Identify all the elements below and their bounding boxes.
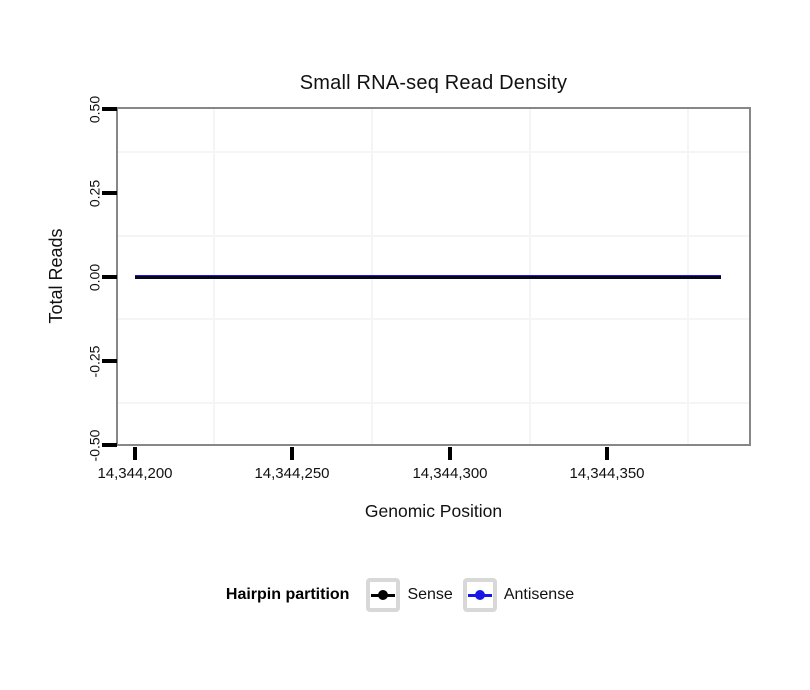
antisense-point-icon [474,590,485,600]
minor-gridline-horizontal [118,150,749,153]
legend-item-antisense: Antisense [462,578,575,612]
legend-label-antisense: Antisense [503,586,575,603]
y-axis-tick [102,359,117,363]
y-axis-title: Total Reads [46,228,66,324]
plot-panel [116,107,751,446]
legend-title: Hairpin partition [225,586,350,603]
legend-label-sense: Sense [407,586,453,603]
legend: Hairpin partition Sense Antisense [0,576,810,614]
y-axis-tick [102,191,117,195]
chart-title: Small RNA-seq Read Density [299,72,568,94]
sense-line-icon [371,590,396,600]
minor-gridline-horizontal [118,318,749,321]
y-axis-tick [102,107,117,111]
y-axis-tick [102,443,117,447]
sense-point-icon [378,590,389,600]
sense-series-line [135,276,722,279]
minor-gridline-horizontal [118,234,749,237]
x-axis-tick [133,447,137,460]
antisense-line-icon [467,590,492,600]
y-axis-tick-label: -0.50 [86,429,103,462]
y-axis-tick-label: 0.00 [86,263,103,292]
x-axis-tick [605,447,609,460]
x-axis-tick-label: 14,344,250 [254,465,330,482]
legend-item-sense: Sense [366,578,453,612]
y-axis-tick-label: 0.50 [86,95,103,124]
y-axis-tick [102,275,117,279]
x-axis-title: Genomic Position [364,501,503,521]
minor-gridline-horizontal [118,402,749,405]
x-axis-tick-label: 14,344,350 [569,465,645,482]
x-axis-tick-label: 14,344,200 [97,465,173,482]
x-axis-tick [290,447,294,460]
y-axis-tick-label: -0.25 [86,345,103,378]
y-axis-tick-label: 0.25 [86,179,103,208]
x-axis-tick-label: 14,344,300 [412,465,488,482]
legend-key-antisense [462,578,497,612]
legend-key-sense [366,578,401,612]
x-axis-tick [448,447,452,460]
